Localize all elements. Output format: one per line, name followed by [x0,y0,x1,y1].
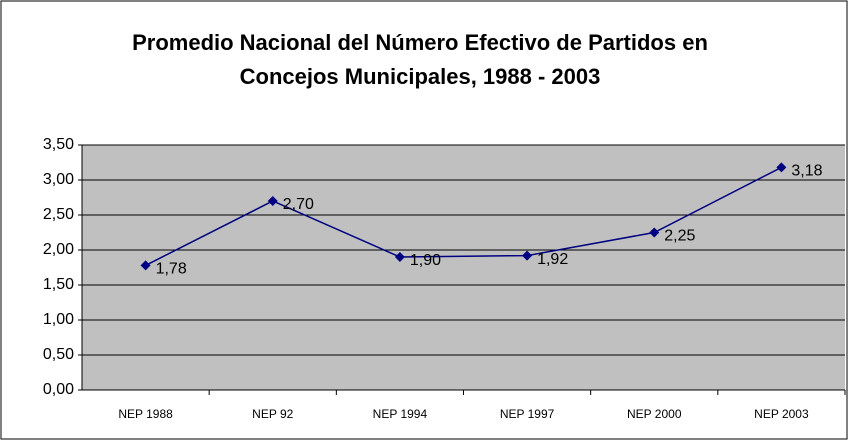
x-tick-label: NEP 1988 [118,407,173,421]
data-label: 1,78 [156,261,187,278]
y-tick-label: 1,00 [43,311,74,328]
x-tick-label: NEP 1994 [373,407,428,421]
data-label: 3,18 [791,163,822,180]
marker [267,196,278,206]
plot-area [82,145,845,390]
y-tick-label: 2,00 [43,241,74,258]
x-tick-label: NEP 1997 [500,407,555,421]
y-tick-label: 0,50 [43,346,74,363]
marker [394,252,405,262]
marker [776,162,787,173]
data-label: 1,90 [410,252,441,269]
x-tick-label: NEP 2003 [754,407,809,421]
line [145,166,782,267]
x-tick-label: NEP 92 [252,407,293,421]
y-tick-label: 0,00 [43,381,74,398]
marker [522,250,533,261]
marker [649,227,660,238]
data-label: 2,70 [283,196,314,213]
y-tick-label: 3,50 [43,136,74,153]
marker [140,260,151,271]
y-tick-label: 2,50 [43,206,74,223]
x-tick-label: NEP 2000 [627,407,682,421]
y-tick-label: 3,00 [43,171,74,188]
data-label: 2,25 [664,228,695,245]
chart-title: Promedio Nacional del Número Efectivo de… [132,30,708,89]
data-label: 1,92 [537,251,568,268]
y-tick-label: 1,50 [43,276,74,293]
